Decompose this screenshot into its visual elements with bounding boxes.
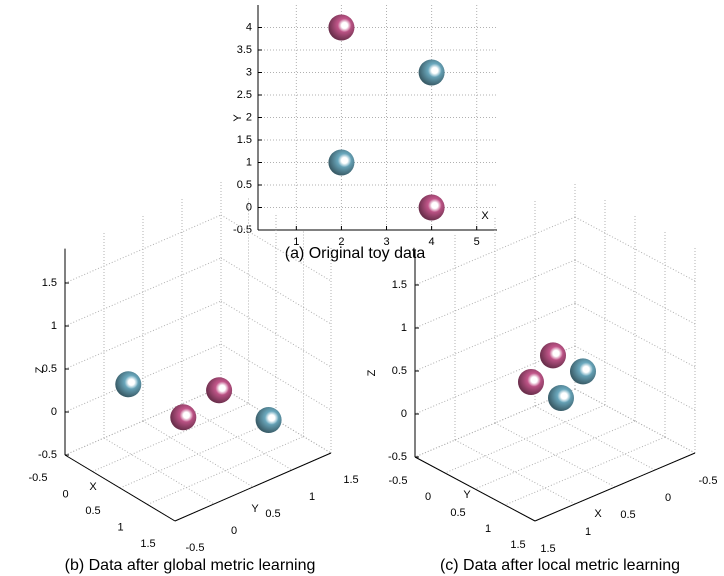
- y-tick-label: 1.5: [237, 134, 252, 146]
- x-tick-label: 0.5: [620, 509, 635, 521]
- z-tick-label: 1.5: [392, 279, 407, 291]
- y-tick-label: 1.5: [343, 474, 358, 486]
- z-axis-label: Z: [34, 366, 46, 373]
- y-tick-label: -0.5: [233, 224, 252, 236]
- y-tick-label: 1: [309, 491, 315, 503]
- grid-line: [535, 406, 655, 470]
- y-tick-label: 1: [485, 523, 491, 535]
- sphere-shade: [419, 195, 445, 221]
- grid-line: [221, 301, 331, 367]
- z-tick-label: -0.5: [388, 451, 407, 463]
- caption: (a) Original toy data: [285, 245, 426, 262]
- y-tick-label: -0.5: [389, 475, 408, 487]
- sphere-shade: [206, 377, 232, 403]
- grid-line: [495, 423, 615, 487]
- sphere-shade: [419, 60, 445, 86]
- sphere-shade: [115, 371, 141, 397]
- y-tick-label: 2.5: [237, 89, 252, 101]
- grid-line: [455, 440, 575, 504]
- sphere-shade: [540, 342, 566, 368]
- sphere-shade: [518, 369, 544, 395]
- y-tick-label: 3: [246, 66, 252, 78]
- x-tick-label: 1: [117, 521, 123, 533]
- grid-line: [575, 217, 695, 281]
- y-axis-label: Y: [463, 489, 471, 501]
- y-tick-label: 0.5: [450, 507, 465, 519]
- caption: (c) Data after local metric learning: [440, 557, 680, 574]
- y-tick-label: 3.5: [237, 44, 252, 56]
- sphere-shade: [256, 407, 282, 433]
- x-tick-label: 1: [585, 526, 591, 538]
- y-tick-label: 1.5: [510, 539, 525, 551]
- x-axis-label: X: [594, 508, 602, 520]
- x-axis-label: X: [89, 481, 97, 493]
- y-tick-label: 0.5: [265, 508, 280, 520]
- sphere-shade: [328, 15, 354, 41]
- grid-line: [65, 301, 221, 369]
- y-tick-label: 0: [425, 491, 431, 503]
- z-axis-label: Z: [366, 369, 378, 376]
- z-tick-label: 0: [401, 408, 407, 420]
- y-axis-label: Y: [251, 503, 259, 515]
- sphere-shade: [548, 385, 574, 411]
- y-tick-label: 4: [246, 21, 252, 33]
- sphere-shade: [570, 358, 596, 384]
- x-tick-label: 5: [474, 236, 480, 248]
- y-tick-label: 0: [246, 201, 252, 213]
- axis-line: [415, 457, 535, 521]
- x-axis-label: X: [481, 210, 489, 222]
- y-tick-label: 0.5: [237, 179, 252, 191]
- x-tick-label: -0.5: [29, 472, 48, 484]
- z-tick-label: -0.5: [38, 449, 57, 461]
- x-tick-label: 1.5: [540, 543, 555, 555]
- grid-line: [120, 420, 276, 488]
- caption: (b) Data after global metric learning: [65, 557, 316, 574]
- x-tick-label: 0: [665, 492, 671, 504]
- z-tick-label: 0: [51, 406, 57, 418]
- axis-line: [535, 453, 695, 521]
- grid-line: [93, 404, 249, 472]
- figure: 12345-0.500.511.522.533.54XY(a) Original…: [0, 0, 724, 576]
- x-tick-label: 0: [62, 488, 68, 500]
- sphere-shade: [328, 150, 354, 176]
- z-tick-label: 1: [51, 320, 57, 332]
- x-tick-label: -0.5: [699, 475, 718, 487]
- y-tick-label: 2: [246, 111, 252, 123]
- grid-line: [475, 421, 635, 489]
- grid-line: [143, 421, 253, 487]
- x-tick-label: 4: [429, 236, 435, 248]
- y-tick-label: 1: [246, 156, 252, 168]
- y-tick-label: 0: [231, 525, 237, 537]
- x-tick-label: 0.5: [85, 505, 100, 517]
- sphere-shade: [170, 404, 196, 430]
- y-tick-label: -0.5: [186, 542, 205, 554]
- y-axis-label: Y: [232, 114, 244, 122]
- x-tick-label: 1.5: [140, 538, 155, 550]
- z-tick-label: 1: [401, 322, 407, 334]
- z-tick-label: 0.5: [392, 365, 407, 377]
- axis-line: [65, 455, 175, 521]
- z-tick-label: 1.5: [42, 277, 57, 289]
